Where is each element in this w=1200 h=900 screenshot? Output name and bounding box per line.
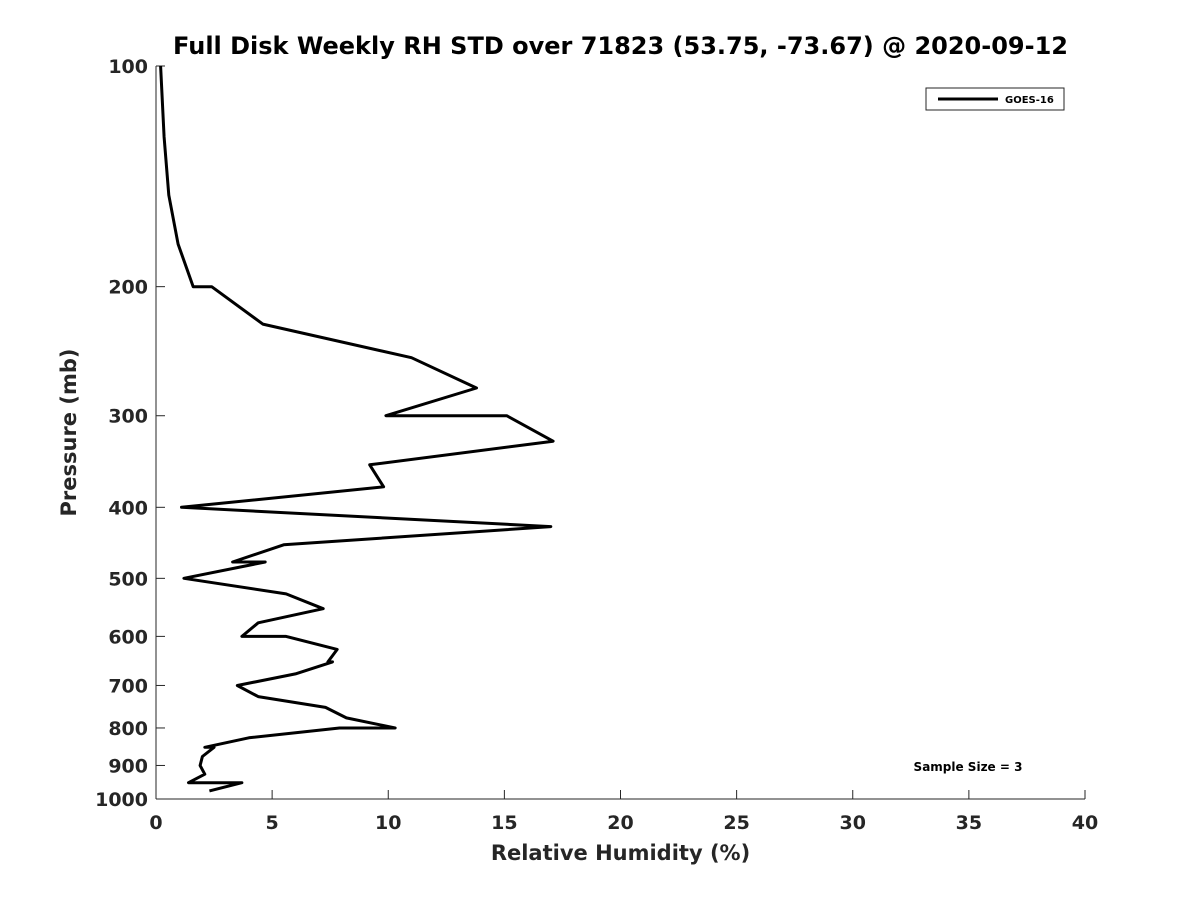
plot-area <box>155 66 1085 800</box>
y-tick-label: 800 <box>108 718 148 740</box>
y-tick-label: 500 <box>108 568 148 590</box>
legend-label: GOES-16 <box>1005 95 1054 106</box>
y-tick-label: 700 <box>108 675 148 697</box>
x-tick-label: 5 <box>266 812 279 834</box>
y-tick-label: 100 <box>108 56 148 78</box>
x-axis-label: Relative Humidity (%) <box>491 841 750 865</box>
x-tick-label: 40 <box>1072 812 1098 834</box>
legend: GOES-16 <box>925 87 1065 111</box>
x-tick-label: 35 <box>956 812 982 834</box>
y-tick-label: 200 <box>108 277 148 299</box>
y-tick-label: 400 <box>108 497 148 519</box>
y-axis-label: Pressure (mb) <box>57 349 81 517</box>
series-line-goes-16 <box>159 65 555 793</box>
x-axis: 0 5 10 15 20 25 30 35 40 <box>149 790 1098 834</box>
sample-size-annotation: Sample Size = 3 <box>914 760 1023 774</box>
x-tick-label: 10 <box>375 812 401 834</box>
y-tick-label: 900 <box>108 755 148 777</box>
y-axis: 100 200 300 400 500 600 700 800 900 1000 <box>95 56 165 811</box>
y-tick-label: 300 <box>108 406 148 428</box>
series-layer <box>159 65 555 793</box>
x-tick-label: 0 <box>149 812 162 834</box>
x-tick-label: 15 <box>491 812 517 834</box>
x-tick-label: 30 <box>840 812 866 834</box>
chart-title: Full Disk Weekly RH STD over 71823 (53.7… <box>173 32 1068 60</box>
x-tick-label: 25 <box>723 812 749 834</box>
x-tick-label: 20 <box>607 812 633 834</box>
y-tick-label: 1000 <box>95 789 148 811</box>
y-tick-label: 600 <box>108 626 148 648</box>
